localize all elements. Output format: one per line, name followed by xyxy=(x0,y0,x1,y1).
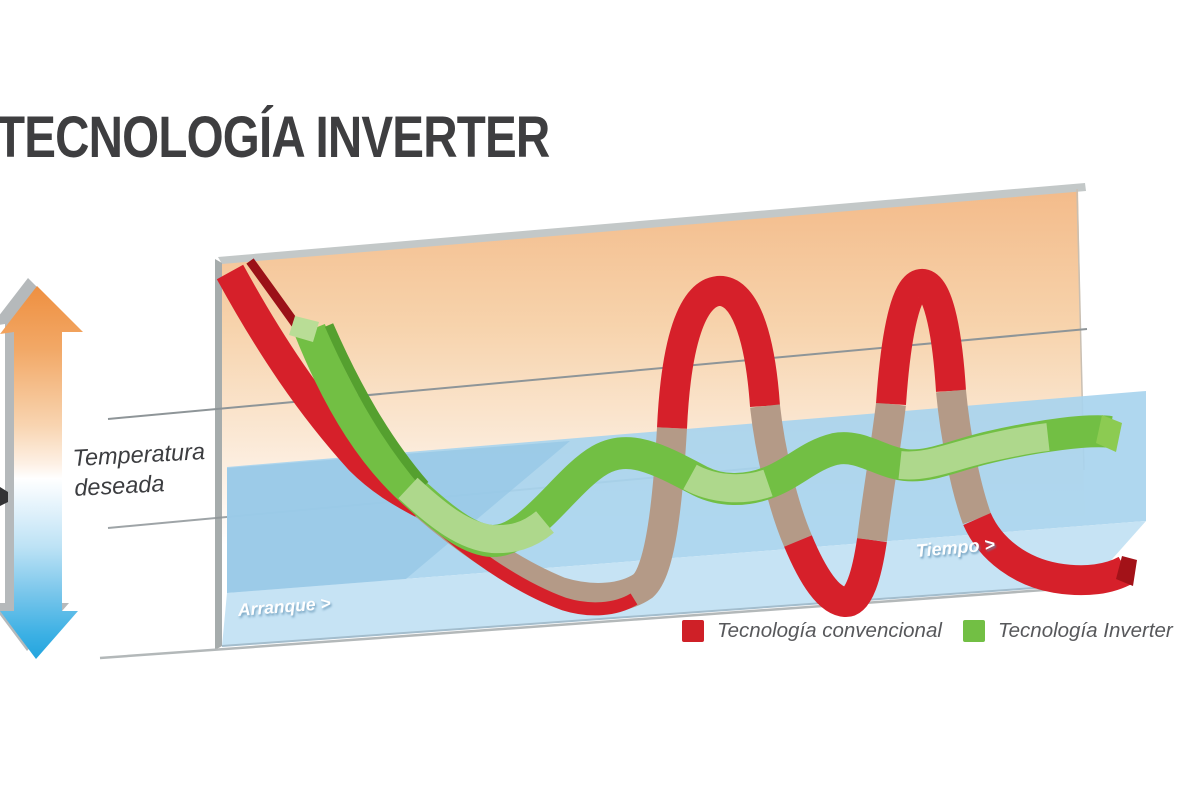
page-title: TECNOLOGÍA INVERTER xyxy=(0,105,550,170)
panel-left-edge xyxy=(215,259,222,650)
green-underside-2 xyxy=(683,464,773,503)
green-start-cap xyxy=(289,316,319,342)
temperature-axis-arrow xyxy=(0,278,83,659)
red-peak2 xyxy=(876,269,966,406)
desired-temperature-label: Temperatura deseada xyxy=(72,437,207,504)
conventional-swatch-rect xyxy=(682,620,704,642)
arrow-body xyxy=(0,286,83,659)
baseline-shadow xyxy=(99,585,1087,660)
red-final-hook xyxy=(963,512,1134,596)
red-end-cap xyxy=(1116,556,1137,586)
legend-item-conventional: Tecnología convencional xyxy=(682,619,942,643)
red-peak1 xyxy=(657,276,780,429)
green-underside-1 xyxy=(398,477,554,554)
floor-surface xyxy=(222,521,1146,646)
green-underside-3 xyxy=(898,423,1050,480)
green-start-edge-dark xyxy=(324,323,429,488)
conventional-swatch-icon xyxy=(682,620,704,642)
panel-top-edge xyxy=(218,183,1086,264)
inverter-swatch-rect xyxy=(963,620,985,642)
gridline-upper xyxy=(107,328,1088,420)
band-shadow-corner xyxy=(227,441,570,593)
inverter-ribbon xyxy=(289,316,1122,557)
floor-plane xyxy=(99,521,1146,660)
left-edge-mark xyxy=(0,487,8,506)
inverter-swatch-icon xyxy=(963,620,985,642)
red-trough2 xyxy=(784,535,887,617)
floor-front-edge xyxy=(221,583,1091,647)
green-end-cap xyxy=(1096,415,1122,452)
legend-item-inverter: Tecnología Inverter xyxy=(963,619,1173,643)
legend-label-inverter: Tecnología Inverter xyxy=(998,619,1173,642)
legend-label-conventional: Tecnología convencional xyxy=(717,619,942,642)
